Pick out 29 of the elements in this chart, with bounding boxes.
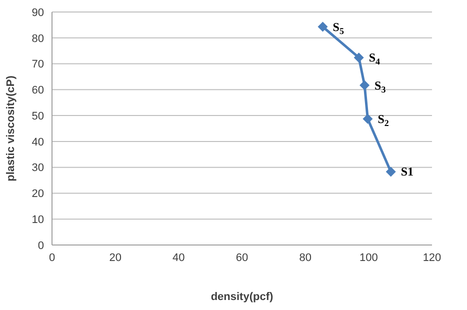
y-tick-label: 70 <box>32 58 44 71</box>
annotation: S$_{3}$ <box>374 78 386 94</box>
x-tick-label: 40 <box>172 252 185 264</box>
annotation: S$_{4}$ <box>368 50 381 66</box>
x-tick-label: 120 <box>422 252 442 264</box>
point <box>386 166 396 177</box>
x-tick-label: 60 <box>236 252 248 264</box>
y-tick-label: 10 <box>32 214 44 226</box>
y-tick-label: 80 <box>32 32 44 45</box>
y-tick-label: 0 <box>38 240 44 252</box>
annotation: S1 <box>400 164 414 179</box>
y-tick-label: 90 <box>32 6 44 19</box>
x-tick-label: 100 <box>359 252 378 264</box>
y-tick-label: 30 <box>32 162 44 174</box>
annotation: S$_{5}$ <box>332 20 344 36</box>
x-axis-title: density(pcf) <box>210 291 274 303</box>
point <box>354 52 364 63</box>
y-tick-label: 40 <box>32 136 44 148</box>
point <box>362 114 373 124</box>
annotation: S$_{2}$ <box>378 112 390 128</box>
x-tick-label: 80 <box>299 252 312 264</box>
point <box>318 22 328 32</box>
point <box>360 80 370 90</box>
y-tick-label: 20 <box>32 188 44 200</box>
x-tick-label: 20 <box>109 252 122 264</box>
x-tick-label: 0 <box>48 252 56 264</box>
y-tick-label: 60 <box>32 84 44 97</box>
y-axis-title: plastic viscosity(cP) <box>4 75 17 182</box>
y-tick-label: 50 <box>32 110 44 122</box>
